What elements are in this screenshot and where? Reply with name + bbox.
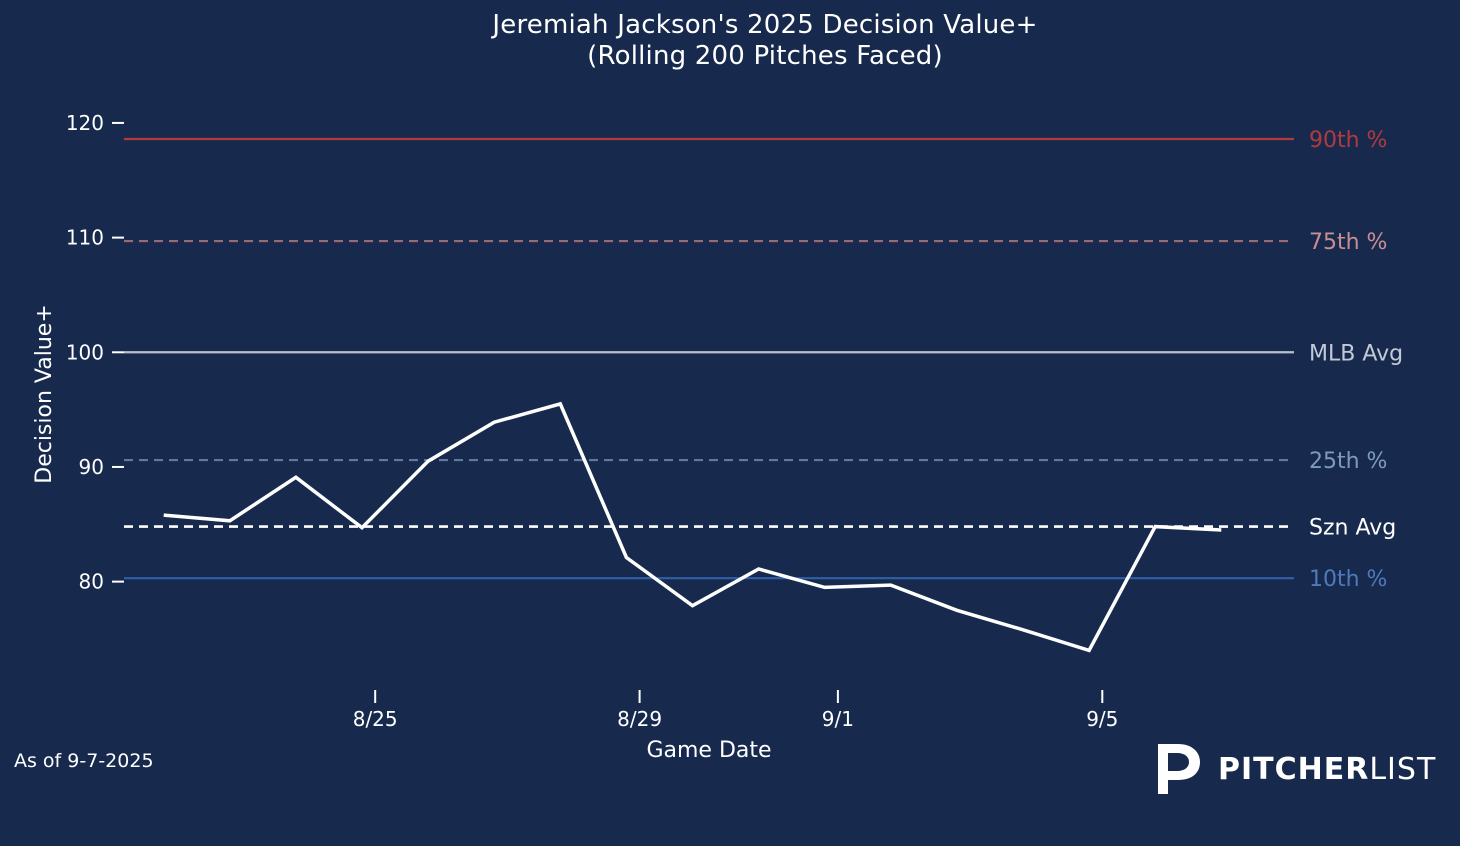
- y-tick-label: 100: [66, 340, 104, 364]
- y-tick-label: 120: [66, 111, 104, 135]
- y-tick-label: 90: [79, 455, 104, 479]
- reference-lines: [124, 137, 1294, 580]
- brand-name-bold: PITCHER: [1218, 752, 1370, 787]
- reference-label-90th: 90th %: [1309, 128, 1387, 153]
- brand-logo: PITCHERLIST: [1152, 740, 1452, 800]
- reference-label-75th: 75th %: [1309, 230, 1387, 255]
- x-axis-label: Game Date: [646, 738, 771, 763]
- reference-labels: 90th % 75th % MLB Avg 25th % Szn Avg 10th %: [1309, 128, 1403, 592]
- x-axis: 8/25 8/29 9/1 9/5: [353, 690, 1118, 731]
- reference-label-mlb-avg: MLB Avg: [1309, 341, 1403, 366]
- reference-label-25th: 25th %: [1309, 449, 1387, 474]
- x-tick-label: 9/5: [1086, 707, 1118, 731]
- x-tick-label: 8/29: [617, 707, 662, 731]
- chart-subtitle: (Rolling 200 Pitches Faced): [587, 41, 943, 71]
- as-of-date: As of 9-7-2025: [14, 750, 154, 772]
- brand-name: PITCHERLIST: [1218, 752, 1436, 787]
- x-tick-label: 8/25: [353, 707, 398, 731]
- chart-title: Jeremiah Jackson's 2025 Decision Value+: [492, 10, 1038, 40]
- reference-label-szn-avg: Szn Avg: [1309, 516, 1396, 541]
- y-tick-label: 110: [66, 226, 104, 250]
- y-axis-label: Decision Value+: [32, 304, 57, 484]
- reference-label-10th: 10th %: [1309, 567, 1387, 592]
- x-tick-label: 9/1: [822, 707, 854, 731]
- y-tick-label: 80: [79, 570, 104, 594]
- y-axis: 80 90 100 110 120: [66, 111, 124, 594]
- pitcherlist-p-logo-icon: [1158, 744, 1200, 794]
- series-line: [163, 401, 1222, 653]
- series: [163, 401, 1222, 653]
- brand-name-light: LIST: [1369, 752, 1437, 787]
